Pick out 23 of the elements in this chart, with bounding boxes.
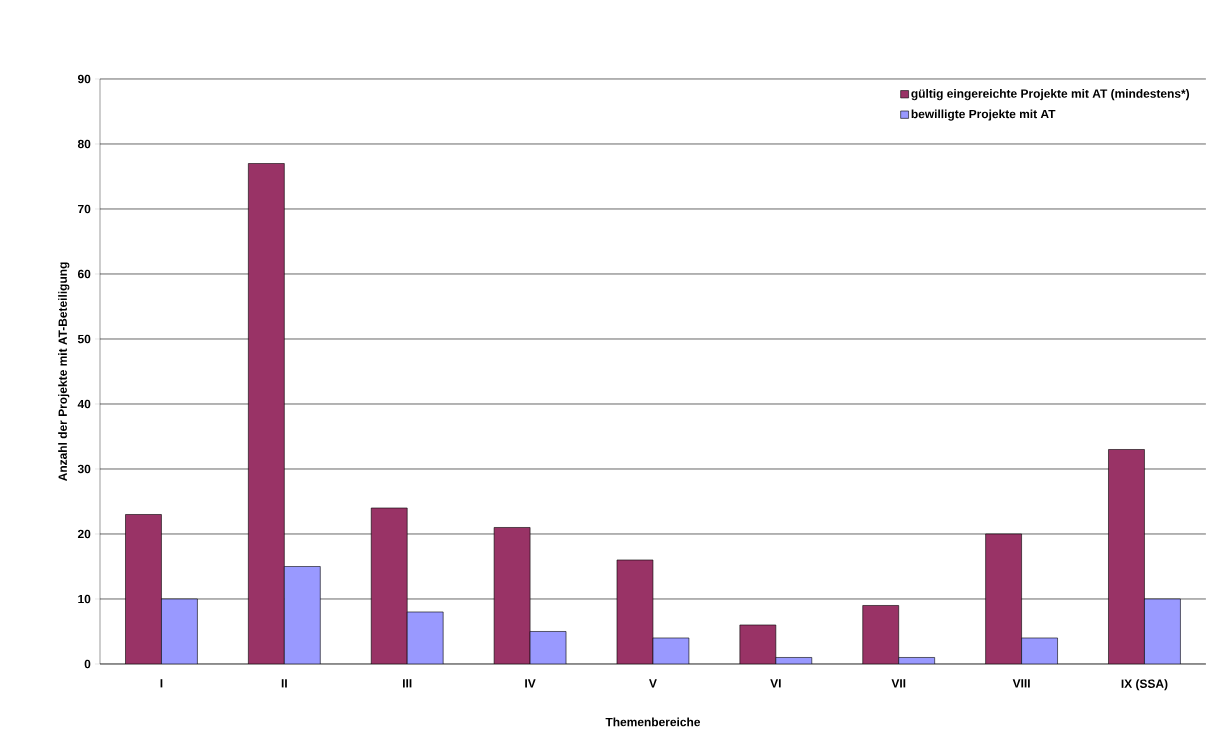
y-tick-label: 20 xyxy=(77,529,91,539)
y-tick-label: 70 xyxy=(78,204,91,214)
x-tick-label: VII xyxy=(891,679,906,688)
y-tick-label: 40 xyxy=(77,399,91,409)
x-tick-label: V xyxy=(649,679,657,688)
x-tick-label: IX (SSA) xyxy=(1121,679,1168,691)
x-tick-label: III xyxy=(403,679,412,688)
y-tick-label: 50 xyxy=(77,334,91,344)
y-tick-label: 60 xyxy=(77,269,91,279)
y-tick-label: 10 xyxy=(78,594,91,604)
y-axis-title: Anzahl der Projekte mit AT-Beteiligung xyxy=(58,262,70,482)
y-tick-label: 0 xyxy=(84,659,91,669)
x-axis-title: Themenbereiche xyxy=(605,717,701,727)
x-tick-label: II xyxy=(281,679,287,688)
legend-label: gültig eingereichte Projekte mit AT (mindestens*) xyxy=(911,89,1190,101)
legend-label: bewilligte Projekte mit AT xyxy=(911,109,1056,121)
x-tick-label: VI xyxy=(770,679,781,688)
y-tick-label: 90 xyxy=(77,74,91,84)
y-tick-label: 30 xyxy=(77,464,91,474)
x-tick-label: VIII xyxy=(1012,679,1030,688)
x-tick-label: IV xyxy=(525,679,536,688)
y-tick-label: 80 xyxy=(77,139,91,149)
x-tick-label: I xyxy=(160,679,163,688)
